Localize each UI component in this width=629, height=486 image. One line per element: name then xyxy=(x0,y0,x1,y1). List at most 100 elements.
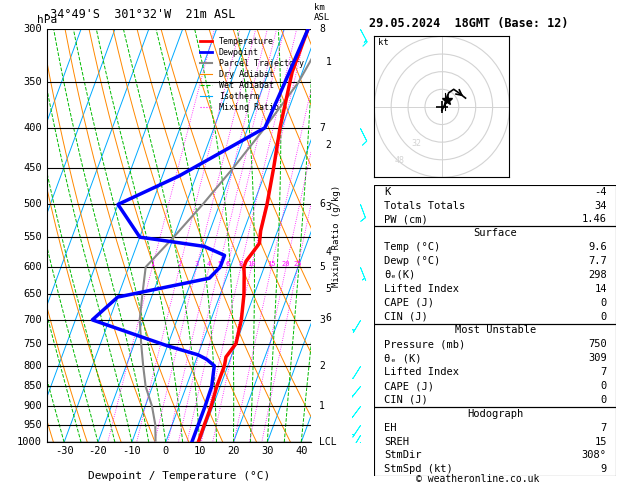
Text: Hodograph: Hodograph xyxy=(467,409,523,419)
Text: Most Unstable: Most Unstable xyxy=(455,326,536,335)
Text: 850: 850 xyxy=(23,382,42,392)
Text: Totals Totals: Totals Totals xyxy=(384,201,465,210)
Text: 350: 350 xyxy=(23,77,42,87)
Text: 3: 3 xyxy=(326,202,331,212)
Text: 7: 7 xyxy=(601,423,607,433)
Text: 0: 0 xyxy=(601,381,607,391)
Text: 500: 500 xyxy=(23,199,42,209)
Text: 40: 40 xyxy=(295,447,308,456)
Text: StmDir: StmDir xyxy=(384,451,421,460)
Text: 7: 7 xyxy=(319,123,325,133)
Text: 2: 2 xyxy=(319,361,325,371)
Text: km
ASL: km ASL xyxy=(314,3,330,22)
Text: θₑ (K): θₑ (K) xyxy=(384,353,421,363)
Text: 1: 1 xyxy=(326,57,331,67)
Text: Dewp (°C): Dewp (°C) xyxy=(384,256,440,266)
Text: θₑ(K): θₑ(K) xyxy=(384,270,415,280)
Text: 6: 6 xyxy=(326,313,331,323)
Text: hPa: hPa xyxy=(36,15,57,25)
Text: 450: 450 xyxy=(23,163,42,174)
Text: 7: 7 xyxy=(601,367,607,377)
Text: 308°: 308° xyxy=(582,451,607,460)
Text: 1000: 1000 xyxy=(17,437,42,447)
Text: CIN (J): CIN (J) xyxy=(384,312,428,322)
Text: 600: 600 xyxy=(23,262,42,272)
Text: 29.05.2024  18GMT (Base: 12): 29.05.2024 18GMT (Base: 12) xyxy=(369,17,569,30)
Text: 900: 900 xyxy=(23,401,42,411)
Text: © weatheronline.co.uk: © weatheronline.co.uk xyxy=(416,473,540,484)
Text: 3: 3 xyxy=(319,315,325,325)
Text: EH: EH xyxy=(384,423,396,433)
Text: -4: -4 xyxy=(594,187,607,197)
Text: 1.46: 1.46 xyxy=(582,214,607,225)
Text: 5: 5 xyxy=(326,284,331,295)
Text: CIN (J): CIN (J) xyxy=(384,395,428,405)
Text: 0: 0 xyxy=(601,395,607,405)
Text: 30: 30 xyxy=(261,447,274,456)
Text: CAPE (J): CAPE (J) xyxy=(384,381,434,391)
Text: 750: 750 xyxy=(588,339,607,349)
Text: 550: 550 xyxy=(23,232,42,242)
Text: -20: -20 xyxy=(89,447,108,456)
Text: LCL: LCL xyxy=(319,437,337,447)
Text: 20: 20 xyxy=(227,447,240,456)
Text: 8: 8 xyxy=(238,261,243,267)
Text: StmSpd (kt): StmSpd (kt) xyxy=(384,464,453,474)
Bar xyxy=(374,226,616,324)
Text: 48: 48 xyxy=(394,156,404,165)
Text: 2: 2 xyxy=(177,261,182,267)
Text: Lifted Index: Lifted Index xyxy=(384,284,459,294)
Text: Mixing Ratio (g/kg): Mixing Ratio (g/kg) xyxy=(332,185,341,287)
Text: Pressure (mb): Pressure (mb) xyxy=(384,339,465,349)
Text: 800: 800 xyxy=(23,361,42,371)
Text: 10: 10 xyxy=(193,447,206,456)
Text: 15: 15 xyxy=(267,261,276,267)
Text: Surface: Surface xyxy=(474,228,517,238)
Text: -34°49'S  301°32'W  21m ASL: -34°49'S 301°32'W 21m ASL xyxy=(43,8,236,21)
Text: 14: 14 xyxy=(594,284,607,294)
Text: 8: 8 xyxy=(319,24,325,34)
Text: kt: kt xyxy=(377,38,388,47)
Legend: Temperature, Dewpoint, Parcel Trajectory, Dry Adiabat, Wet Adiabat, Isotherm, Mi: Temperature, Dewpoint, Parcel Trajectory… xyxy=(196,34,307,116)
Text: 650: 650 xyxy=(23,290,42,299)
Text: 10: 10 xyxy=(247,261,256,267)
Text: 6: 6 xyxy=(319,199,325,209)
Text: 950: 950 xyxy=(23,419,42,430)
Text: 5: 5 xyxy=(319,262,325,272)
Bar xyxy=(374,185,616,226)
Text: Temp (°C): Temp (°C) xyxy=(384,242,440,252)
Text: 32: 32 xyxy=(411,139,421,148)
Text: 9: 9 xyxy=(601,464,607,474)
Text: 298: 298 xyxy=(588,270,607,280)
Text: 400: 400 xyxy=(23,123,42,133)
Text: 5: 5 xyxy=(217,261,221,267)
Text: Lifted Index: Lifted Index xyxy=(384,367,459,377)
Text: 4: 4 xyxy=(326,247,331,257)
Text: 700: 700 xyxy=(23,315,42,325)
Text: CAPE (J): CAPE (J) xyxy=(384,298,434,308)
Text: 750: 750 xyxy=(23,339,42,348)
Text: Dewpoint / Temperature (°C): Dewpoint / Temperature (°C) xyxy=(88,471,270,481)
Text: 9.6: 9.6 xyxy=(588,242,607,252)
Text: SREH: SREH xyxy=(384,436,409,447)
Bar xyxy=(374,324,616,407)
Text: 4: 4 xyxy=(207,261,211,267)
Bar xyxy=(374,407,616,476)
Text: 15: 15 xyxy=(594,436,607,447)
Text: 0: 0 xyxy=(601,312,607,322)
Text: 34: 34 xyxy=(594,201,607,210)
Text: 3: 3 xyxy=(194,261,199,267)
Text: 1: 1 xyxy=(319,401,325,411)
Text: 2: 2 xyxy=(326,140,331,150)
Text: 1: 1 xyxy=(150,261,155,267)
Text: 300: 300 xyxy=(23,24,42,34)
Text: -30: -30 xyxy=(55,447,74,456)
Text: 7.7: 7.7 xyxy=(588,256,607,266)
Text: 20: 20 xyxy=(282,261,291,267)
Text: 0: 0 xyxy=(601,298,607,308)
Text: 0: 0 xyxy=(162,447,169,456)
Text: 25: 25 xyxy=(294,261,302,267)
Text: 6: 6 xyxy=(225,261,230,267)
Text: -10: -10 xyxy=(123,447,142,456)
Text: 309: 309 xyxy=(588,353,607,363)
